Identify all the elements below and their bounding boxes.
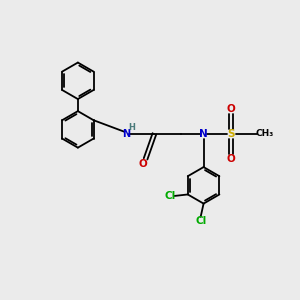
Text: Cl: Cl — [195, 216, 206, 226]
Text: Cl: Cl — [164, 191, 176, 201]
Text: N: N — [199, 129, 208, 139]
Text: O: O — [226, 154, 235, 164]
Text: H: H — [128, 123, 135, 132]
Text: O: O — [138, 159, 147, 169]
Text: N: N — [122, 129, 130, 139]
Text: CH₃: CH₃ — [255, 129, 273, 138]
Text: O: O — [226, 104, 235, 114]
Text: S: S — [227, 129, 235, 139]
